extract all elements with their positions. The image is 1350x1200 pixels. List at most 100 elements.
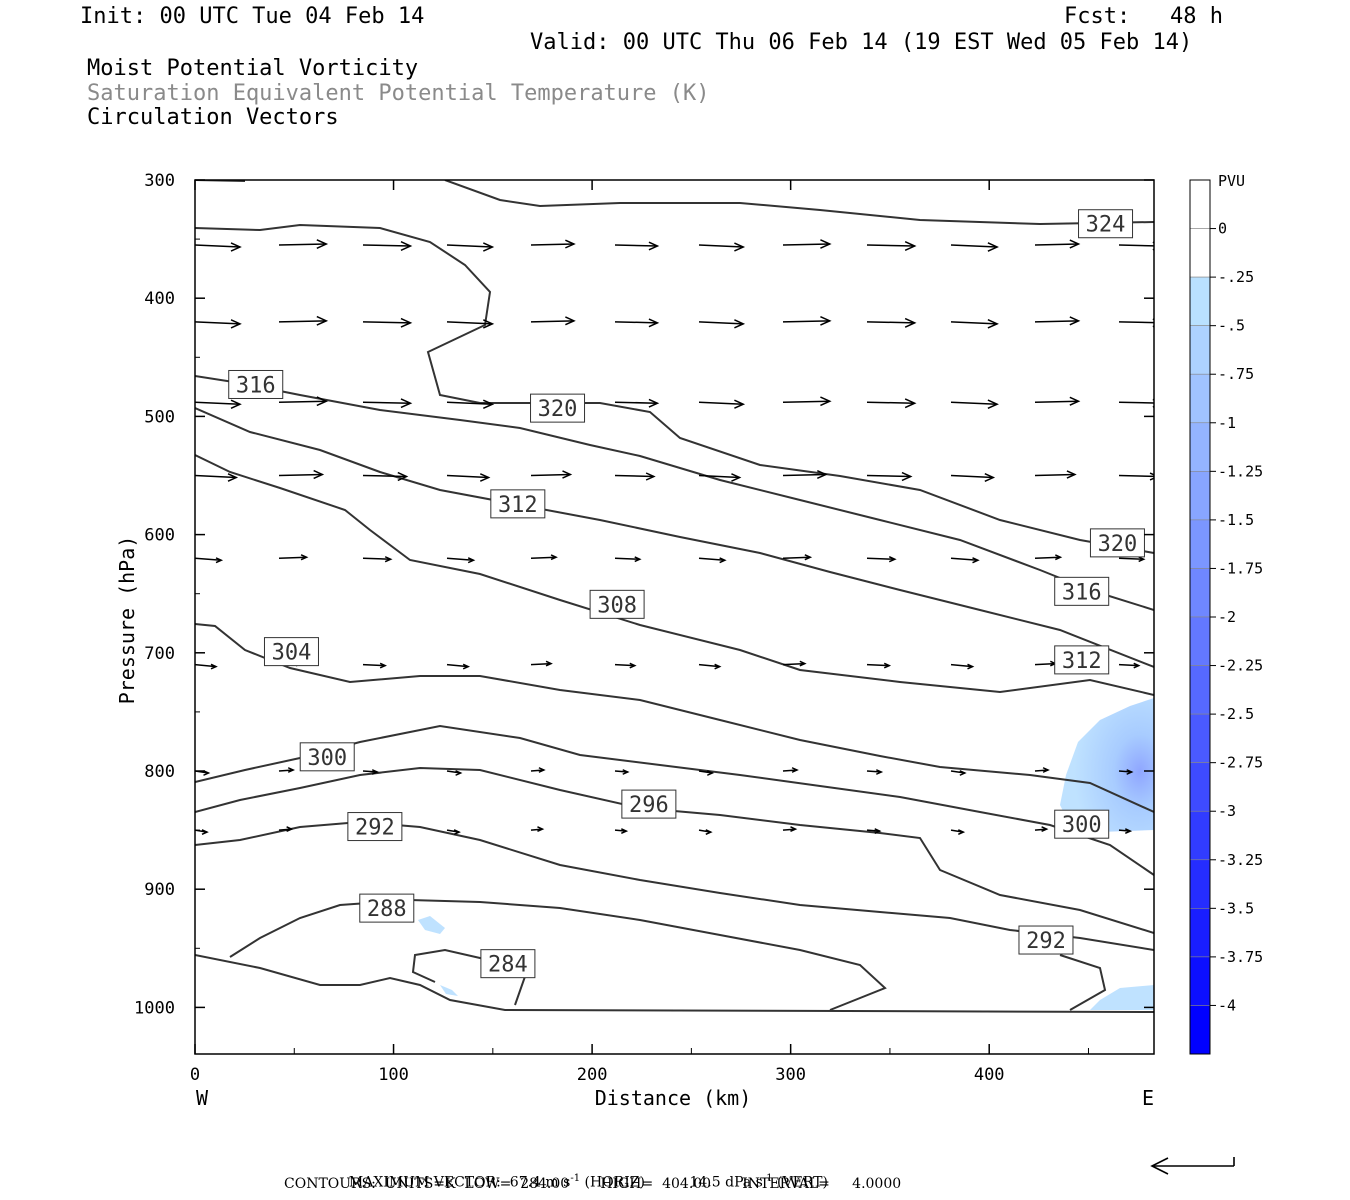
x-tick-label: 400 <box>974 1065 1005 1085</box>
vector-arrowhead <box>645 472 656 481</box>
vector-arrow <box>782 243 830 246</box>
vector-arrow <box>782 662 805 666</box>
vector-arrowhead <box>820 239 832 249</box>
vector-arrowhead <box>230 399 242 409</box>
contour-label-box <box>228 369 284 399</box>
vector-arrowhead <box>1069 316 1081 326</box>
colorbar-bin <box>1189 713 1211 763</box>
x-tick-label: 300 <box>775 1065 806 1085</box>
contour-304 <box>195 623 1154 813</box>
contour-label: 320 <box>538 397 578 422</box>
vector-arrowhead <box>791 767 799 773</box>
vector-arrowhead <box>227 473 239 482</box>
vector-arrow <box>446 557 474 561</box>
y-axis-label: Pressure (hPa) <box>115 536 139 705</box>
vector-arrow <box>782 473 826 477</box>
vert-exponent: -1 <box>762 1173 773 1184</box>
vector-arrowhead <box>987 242 999 252</box>
vector-arrowhead <box>215 557 224 564</box>
colorbar-label: -3.5 <box>1218 899 1254 917</box>
contour-label-box <box>1078 209 1134 239</box>
vector-arrowhead <box>714 663 722 670</box>
vector-arrowhead <box>400 317 413 328</box>
pv-shading-surface <box>1090 985 1154 1010</box>
vector-arrowhead <box>904 241 917 251</box>
contour-label: 300 <box>1062 813 1102 838</box>
vector-arrow <box>1118 557 1144 560</box>
contour-label: 312 <box>498 493 538 518</box>
vector-arrowhead <box>537 826 545 833</box>
vector-arrowhead <box>816 469 828 480</box>
vector-arrowhead <box>538 767 546 773</box>
vector-arrowhead <box>545 660 553 667</box>
vector-arrow <box>278 556 307 559</box>
vector-arrow <box>195 663 217 668</box>
y-tick-label: 500 <box>144 407 175 427</box>
vector-arrow <box>698 321 744 325</box>
colorbar-label: -.5 <box>1218 317 1245 335</box>
colorbar-label: 0 <box>1218 220 1227 238</box>
vector-arrowhead <box>719 557 727 564</box>
vector-arrow <box>1034 320 1079 323</box>
vector-arrowhead <box>959 770 967 776</box>
colorbar-bin <box>1189 665 1211 715</box>
contour-label-box <box>490 489 546 519</box>
vector-arrowhead <box>230 319 242 329</box>
vector-arrowhead <box>1069 396 1081 406</box>
field-title-vectors: Circulation Vectors <box>87 105 339 130</box>
colorbar-bin <box>1189 908 1211 958</box>
vector-arrow <box>446 244 493 248</box>
vector-arrowhead <box>565 239 576 249</box>
vector-arrow <box>614 321 658 324</box>
vector-arrowhead <box>904 398 917 409</box>
vector-arrowhead <box>731 473 742 482</box>
contour-label: 288 <box>367 897 407 922</box>
contour-284 <box>195 954 1154 1013</box>
contour-label-box <box>359 893 415 923</box>
y-tick-label: 800 <box>144 762 175 782</box>
vector-arrow <box>1118 663 1139 667</box>
vector-arrowhead <box>1138 556 1146 563</box>
vector-arrowhead <box>230 242 242 252</box>
vector-arrow <box>362 244 411 247</box>
vector-arrow <box>698 557 725 561</box>
field-title-thetae: Saturation Equivalent Potential Temperat… <box>87 81 710 106</box>
vector-arrowhead <box>210 663 218 670</box>
contour-label-box <box>263 637 319 667</box>
vector-arrow <box>1034 473 1075 477</box>
circulation-vectors <box>195 239 1154 836</box>
contour-label: 300 <box>307 746 347 771</box>
vector-arrow <box>278 243 327 246</box>
vector-arrowhead <box>397 471 409 482</box>
vector-arrowhead <box>734 399 746 409</box>
vector-arrow <box>446 321 493 325</box>
contour-288-east <box>1059 954 1107 1011</box>
contour-label: 284 <box>488 953 528 978</box>
vector-arrow <box>362 321 411 324</box>
vector-arrowhead <box>1133 662 1141 669</box>
vector-arrowhead <box>482 242 495 252</box>
contour-label: 296 <box>629 793 669 818</box>
contour-label-box <box>1089 528 1145 558</box>
vert-tag: (VERT) <box>777 1174 828 1191</box>
vector-arrow <box>362 401 411 404</box>
colorbar-bin <box>1189 762 1211 812</box>
vert-unit: dPa s <box>725 1174 763 1191</box>
vector-arrow <box>950 663 973 668</box>
x-axis: 0 100 200 300 400 <box>190 180 1089 1085</box>
horiz-exponent: -1 <box>570 1173 581 1184</box>
vector-arrowhead <box>203 770 211 776</box>
y-tick-label: 300 <box>144 171 175 191</box>
contour-label-box <box>621 789 677 819</box>
init-time: Init: 00 UTC Tue 04 Feb 14 <box>80 4 425 29</box>
vector-arrow <box>614 663 635 667</box>
vector-arrow <box>195 321 241 325</box>
colorbar-bin <box>1189 568 1211 618</box>
field-title-mpv: Moist Potential Vorticity <box>87 56 419 81</box>
reference-vector-icon <box>1150 1157 1235 1175</box>
vector-arrow <box>530 556 557 559</box>
vector-arrowhead <box>901 471 913 482</box>
vector-arrow <box>530 243 574 246</box>
contour-296 <box>195 766 1154 934</box>
vector-arrowhead <box>820 396 832 407</box>
